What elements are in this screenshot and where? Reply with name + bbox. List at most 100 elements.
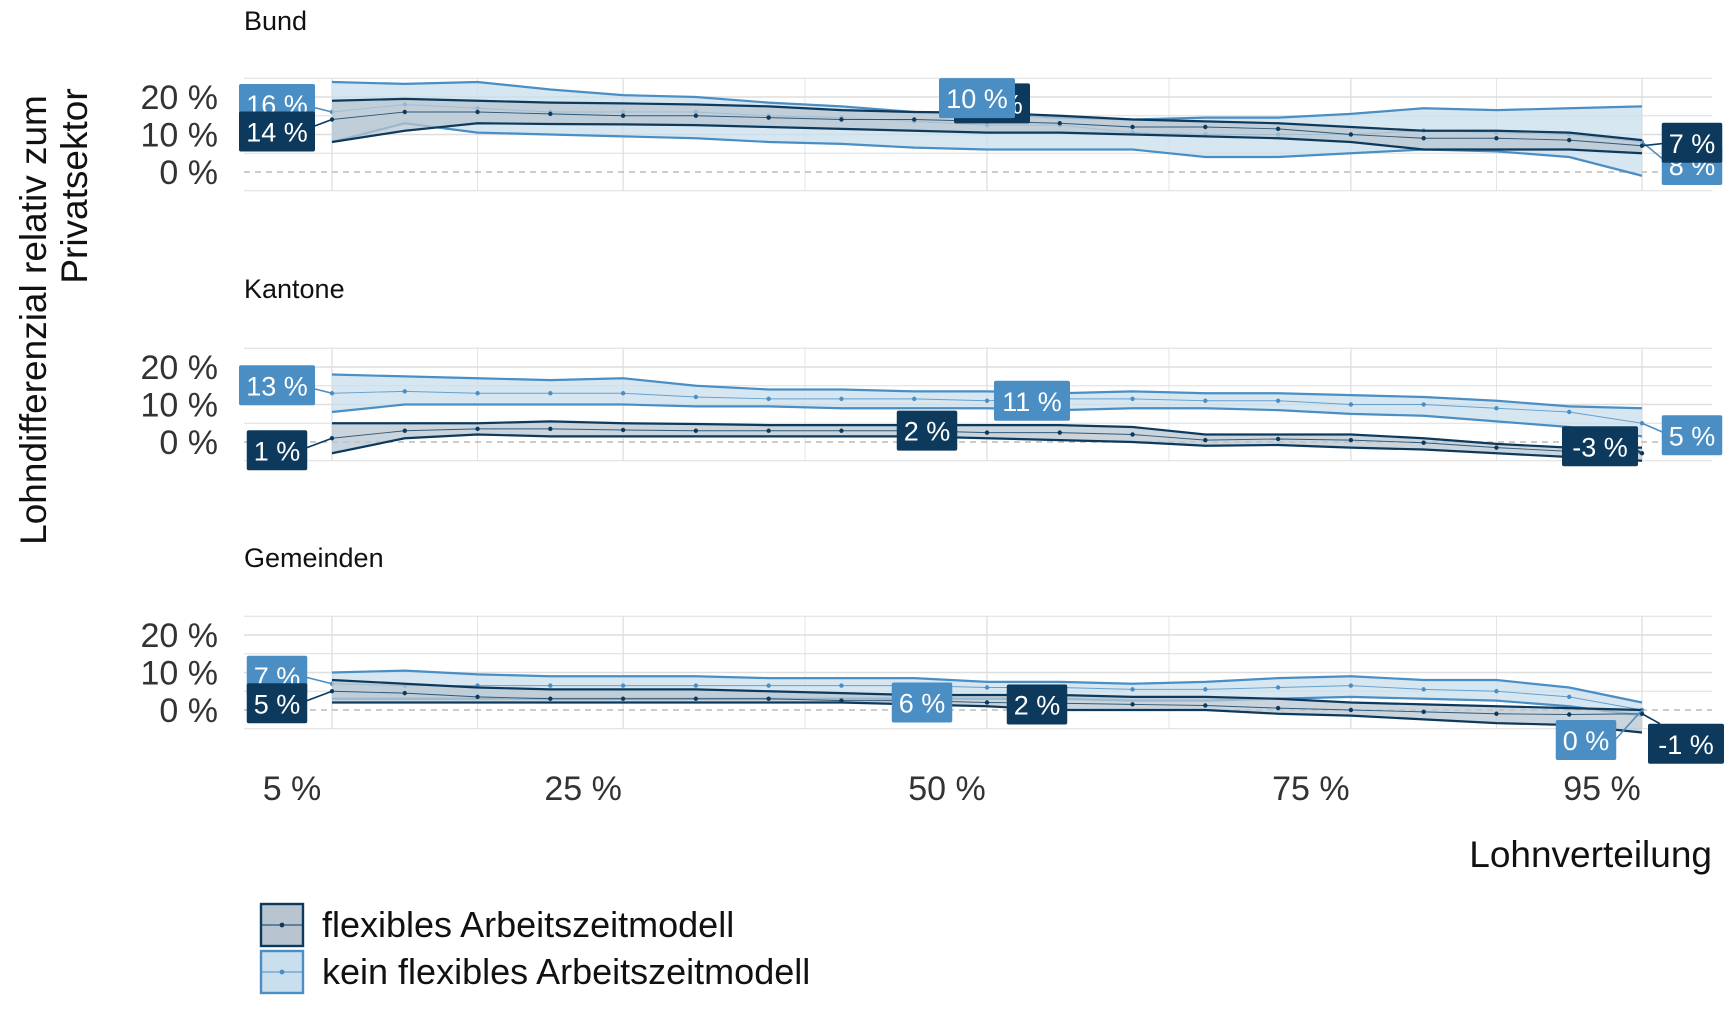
label-box bbox=[1562, 426, 1638, 467]
label-box bbox=[239, 365, 315, 406]
data-point-flex bbox=[475, 109, 480, 115]
data-point-flex bbox=[1130, 702, 1135, 707]
label-text: 2 % bbox=[904, 417, 951, 447]
label-text: 0 % bbox=[1563, 726, 1610, 756]
band-lower-flex bbox=[332, 701, 1643, 734]
data-point-flex bbox=[1567, 712, 1572, 717]
data-point-flex bbox=[1421, 709, 1426, 715]
label-text: 7 % bbox=[1669, 129, 1716, 159]
data-label-flex-end: 7 % bbox=[1641, 122, 1723, 163]
data-point-flex bbox=[1494, 136, 1499, 141]
label-leader-line bbox=[1641, 713, 1661, 725]
data-label-flex-end: -3 % bbox=[1562, 426, 1643, 467]
data-point-noflex bbox=[1567, 409, 1572, 415]
data-point-flex bbox=[693, 428, 699, 433]
y-tick-label: 0 % bbox=[159, 154, 218, 192]
data-point-flex bbox=[766, 115, 771, 120]
data-point-flex bbox=[839, 698, 844, 703]
x-tick-label: 75 % bbox=[1272, 770, 1350, 808]
y-tick-label: 10 % bbox=[141, 117, 219, 155]
data-point-noflex bbox=[1203, 687, 1208, 692]
data-point-flex bbox=[912, 117, 917, 122]
legend-label-flex: flexibles Arbeitszeitmodell bbox=[322, 904, 734, 945]
data-point-noflex bbox=[693, 394, 699, 400]
data-point-flex bbox=[1567, 137, 1572, 143]
label-box bbox=[891, 682, 953, 723]
label-text: 5 % bbox=[1669, 421, 1716, 451]
data-point-flex bbox=[402, 690, 407, 696]
band-upper-flex bbox=[332, 420, 1642, 449]
band-lower-flex bbox=[331, 433, 1643, 462]
data-point-noflex bbox=[1130, 687, 1135, 692]
data-point-noflex bbox=[1275, 398, 1281, 403]
data-point-noflex bbox=[984, 398, 990, 403]
band-upper-noflex bbox=[331, 669, 1643, 704]
data-point-flex bbox=[984, 430, 990, 435]
y-axis-title-line-1: Lohndifferenzial relativ zum bbox=[13, 95, 54, 545]
data-point-noflex bbox=[620, 391, 626, 396]
legend-swatch-point bbox=[279, 969, 285, 975]
data-point-noflex bbox=[766, 396, 771, 402]
label-box bbox=[1661, 122, 1723, 163]
data-point-flex bbox=[1275, 436, 1281, 442]
band-upper-noflex bbox=[331, 373, 1643, 410]
panel-title-kantone: Kantone bbox=[244, 274, 345, 304]
data-point-noflex bbox=[620, 683, 626, 688]
data-point-noflex bbox=[1567, 694, 1572, 700]
data-point-noflex bbox=[1348, 683, 1354, 688]
data-label-noflex-mid: 10 % bbox=[939, 78, 1015, 119]
confidence-band-flex bbox=[332, 421, 1642, 461]
data-point-flex bbox=[1348, 132, 1354, 137]
label-box bbox=[896, 410, 958, 451]
data-label-flex-start: 14 % bbox=[239, 111, 333, 152]
data-point-flex bbox=[839, 428, 844, 433]
data-point-flex bbox=[693, 696, 699, 701]
data-point-flex bbox=[1130, 124, 1135, 130]
data-point-flex bbox=[1275, 126, 1281, 132]
band-lower-noflex bbox=[331, 403, 1643, 438]
data-label-noflex-mid: 6 % bbox=[891, 682, 953, 723]
data-point-flex bbox=[1203, 437, 1208, 443]
label-text: -1 % bbox=[1658, 730, 1714, 760]
label-text: -3 % bbox=[1572, 432, 1628, 462]
panel-kantone: Kantone 0 %10 %20 % 13 % 1 % 11 % 2 % 5 % -3 % bbox=[141, 274, 1723, 471]
data-point-flex bbox=[766, 428, 771, 433]
legend-swatch-point bbox=[279, 922, 285, 928]
data-point-noflex bbox=[1130, 396, 1135, 402]
data-point-noflex bbox=[839, 396, 844, 402]
label-text: 1 % bbox=[254, 436, 301, 466]
x-tick-label: 95 % bbox=[1563, 770, 1641, 808]
x-tick-label: 50 % bbox=[908, 770, 986, 808]
data-point-noflex bbox=[912, 396, 917, 402]
data-point-noflex bbox=[402, 389, 407, 394]
data-point-flex bbox=[548, 426, 553, 432]
band-upper-flex bbox=[331, 678, 1643, 712]
data-point-noflex bbox=[548, 683, 553, 688]
label-text: 14 % bbox=[246, 118, 308, 148]
label-box bbox=[939, 78, 1015, 119]
data-point-flex bbox=[1057, 121, 1062, 126]
axes-layer: Lohndifferenzial relativ zum Privatsekto… bbox=[13, 88, 1712, 875]
label-text: 6 % bbox=[899, 689, 946, 719]
y-tick-label: 20 % bbox=[141, 617, 219, 655]
data-point-noflex bbox=[1275, 685, 1281, 690]
y-tick-label: 20 % bbox=[141, 79, 219, 117]
panel-title-bund: Bund bbox=[244, 6, 307, 36]
data-point-noflex bbox=[1203, 398, 1208, 403]
data-point-flex bbox=[1057, 430, 1062, 435]
data-point-flex bbox=[475, 426, 480, 432]
x-tick-label: 25 % bbox=[544, 770, 622, 808]
data-label-flex-mid: 2 % bbox=[896, 410, 958, 451]
data-point-flex bbox=[402, 109, 407, 115]
data-point-flex bbox=[984, 700, 990, 705]
legend: flexibles Arbeitszeitmodell kein flexible… bbox=[259, 902, 810, 995]
data-label-noflex-end: 0 % bbox=[1555, 709, 1643, 760]
x-tick-label: 5 % bbox=[263, 770, 322, 808]
data-point-flex bbox=[1494, 711, 1499, 716]
data-point-flex bbox=[1275, 705, 1281, 711]
confidence-band-noflex bbox=[332, 670, 1642, 716]
data-label-noflex-end: 5 % bbox=[1641, 415, 1723, 456]
